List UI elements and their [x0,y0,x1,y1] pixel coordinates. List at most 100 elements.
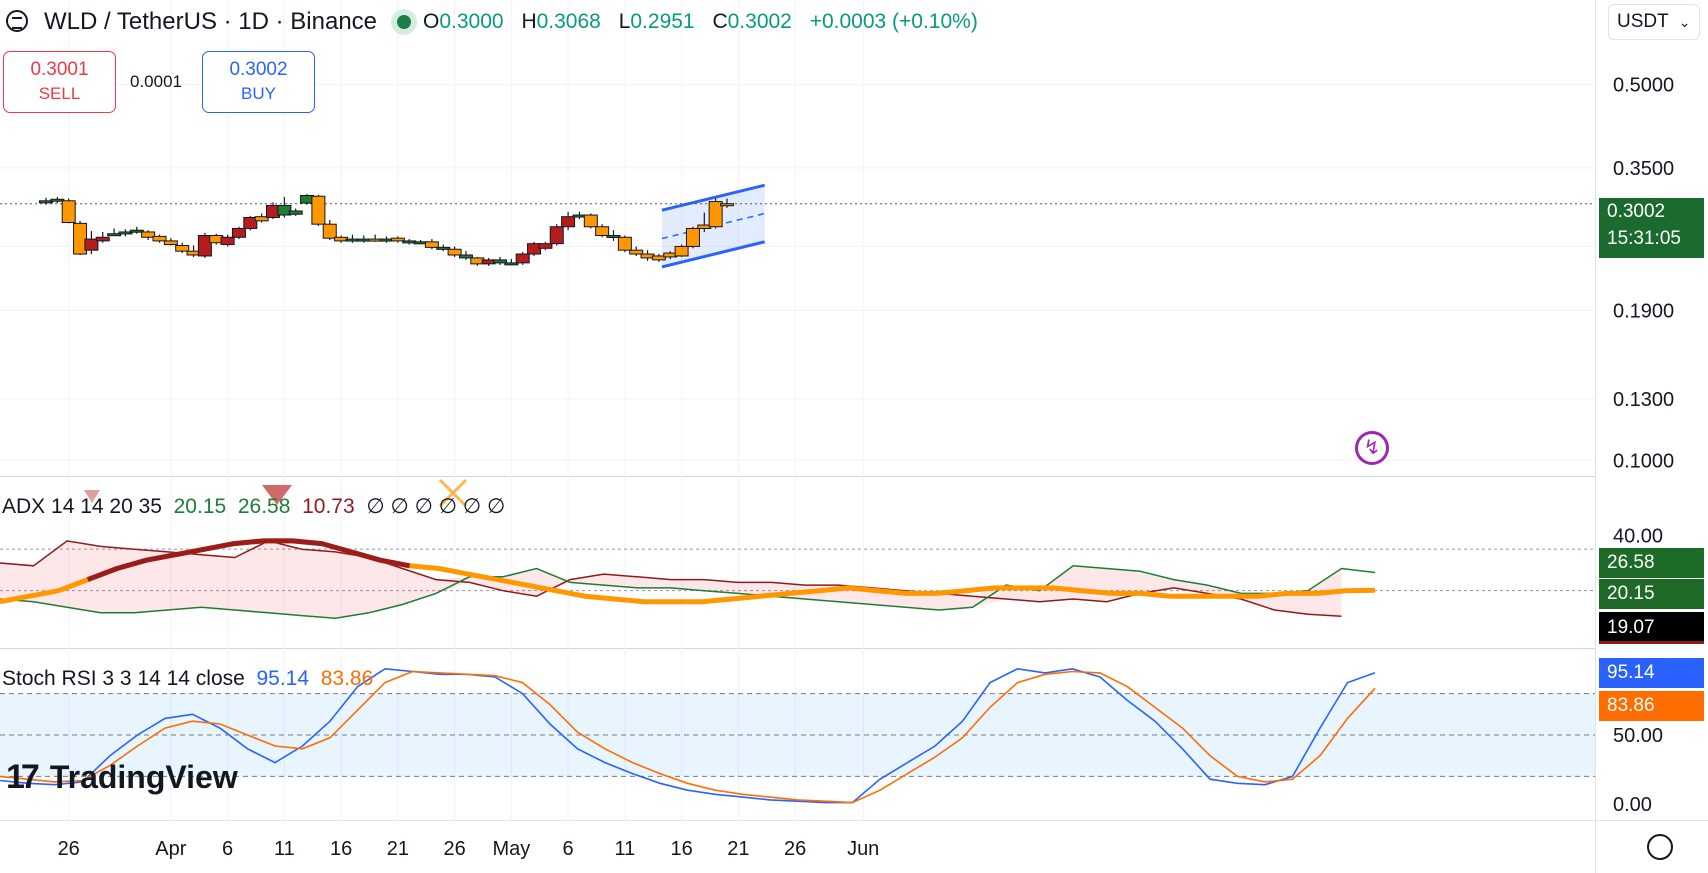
adx-legend-v1: 20.15 [173,495,227,518]
candle-body [708,201,723,228]
stoch-legend-name[interactable]: Stoch RSI 3 3 14 14 close [2,667,245,690]
x-tick-label: 6 [222,838,233,860]
y-tick-label: 0.1900 [1613,300,1674,322]
candle-body [50,198,65,202]
stoch-y-tick-label: 50.00 [1613,725,1663,747]
ohlc-high-key: H [521,10,537,33]
ohlc-open-key: O [423,10,440,33]
x-tick-label: Jun [847,838,879,860]
candle-body [561,216,576,228]
candle-body [197,234,212,257]
market-status-icon [397,15,412,29]
candle-body [617,236,632,251]
candle-body [254,216,269,222]
adx-legend-v3: 10.73 [302,495,355,518]
candle-body [288,210,303,215]
buy-label: BUY [241,84,276,103]
candle-body [651,255,666,261]
x-tick-label: 6 [563,838,574,860]
tradingview-watermark: 17 TradingView [6,758,238,797]
adx-legend-v2: 26.58 [237,495,291,518]
candle-body [107,233,122,237]
ohlc-low-key: L [618,10,631,33]
ohlc-legend: O0.3000 H0.3068 L0.2951 C0.3002 +0.0003 … [423,10,990,34]
candle-body [152,235,167,242]
y-tick-label: 0.3500 [1613,158,1674,180]
candle-body [220,236,235,246]
candle-body [606,234,621,238]
candle-body [595,226,610,236]
stoch-k-value: 95.14 [1607,662,1655,683]
adx-plus-di-value: 26.58 [1607,552,1655,573]
stoch-band-fill [0,693,1595,777]
ohlc-close-key: C [712,10,728,33]
buy-button[interactable]: 0.3002 BUY [202,51,315,113]
channel-lower-line [661,240,766,269]
time-axis-divider [0,820,1708,821]
y-tick-label: 0.5000 [1613,75,1674,97]
x-tick-label: 21 [387,838,409,860]
x-tick-label: May [492,838,530,860]
ohlc-open: 0.3000 [439,10,504,33]
candle-body [141,231,156,238]
x-tick-label: 16 [330,838,352,860]
candle-body [277,204,292,216]
channel-mid-line [661,212,765,240]
y-tick-label: 0.1000 [1613,450,1674,472]
candle-body [493,259,507,264]
y-tick-label: 0.1300 [1613,389,1674,411]
sell-button[interactable]: 0.3001 SELL [3,51,116,113]
x-tick-label: 26 [58,838,80,860]
adx-legend-empty-values: ∅ ∅ ∅ ∅ ∅ ∅ [366,495,506,518]
last-price-tag: 0.3002 15:31:05 [1599,198,1704,258]
candle-body [720,203,734,207]
candle-body [61,200,76,223]
adx-plus-di-tag: 26.58 [1599,548,1704,578]
currency-label: USDT [1617,11,1669,32]
x-tick-label: 16 [670,838,692,860]
candle-body [424,241,439,248]
x-tick-label: 11 [614,838,635,860]
candle-body [538,243,553,249]
symbol-menu-icon[interactable] [6,10,28,32]
adx-legend: ADX 14 14 20 35 20.15 26.58 10.73 ∅ ∅ ∅ … [2,494,505,519]
stoch-y-tick-label: 0.00 [1613,794,1652,816]
candle-body [629,249,644,255]
sell-price: 0.3001 [30,59,89,80]
replay-icon[interactable]: ↯ [1355,431,1389,465]
adx-minus-di-line [0,540,1342,618]
stoch-legend-k: 95.14 [256,667,310,690]
candle-body [515,253,530,264]
ohlc-high: 0.3068 [536,10,601,33]
stoch-legend: Stoch RSI 3 3 14 14 close 95.14 83.86 [2,667,373,691]
candle-body [243,216,258,229]
adx-rising-strong-segment [86,538,411,582]
symbol-header: WLD / TetherUS · 1D · Binance O0.3000 H0… [0,0,990,44]
x-tick-label: 21 [727,838,749,860]
candle-body [458,254,473,259]
candle-body [231,227,246,238]
settings-gear-icon[interactable] [1647,834,1673,860]
stoch-d-line [0,670,1376,804]
adx-minus-di-tag: 19.07 [1599,612,1704,644]
adx-adx-value: 20.15 [1607,583,1655,604]
x-tick-label: Apr [155,838,186,860]
tradingview-wordmark: TradingView [49,759,238,795]
candle-body [322,223,337,239]
pane-divider-adx [0,476,1595,477]
symbol-title[interactable]: WLD / TetherUS · 1D · Binance [44,8,378,35]
adx-legend-name[interactable]: ADX 14 14 20 35 [2,495,162,518]
bar-countdown: 15:31:05 [1607,228,1681,249]
candle-body [390,237,405,242]
candle-body [549,226,564,245]
channel-upper-line [661,183,766,212]
stoch-k-tag: 95.14 [1599,658,1704,688]
candle-body [129,229,144,233]
currency-select[interactable]: USDT ⌄ [1608,4,1700,40]
stoch-d-tag: 83.86 [1599,691,1704,721]
candle-body [84,238,99,251]
adx-adx-tag: 20.15 [1599,579,1704,609]
adx-marker-down-icon [262,485,292,505]
